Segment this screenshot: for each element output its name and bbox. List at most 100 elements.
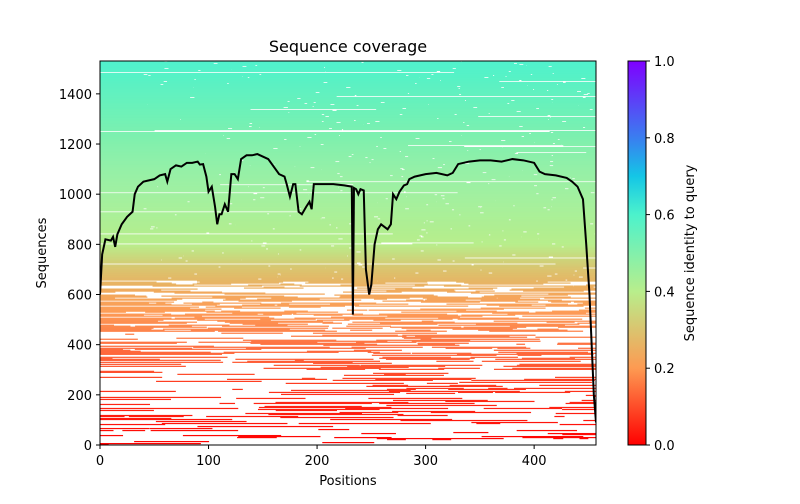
heatmap-segment xyxy=(406,388,463,389)
heatmap-segment xyxy=(471,422,558,423)
heatmap-segment xyxy=(406,300,423,301)
heatmap-segment xyxy=(100,302,174,303)
heatmap-segment xyxy=(556,413,596,414)
heatmap-segment xyxy=(100,424,165,425)
heatmap-segment xyxy=(548,433,596,434)
heatmap-segment xyxy=(269,392,400,393)
colorbar-tick-label: 0.2 xyxy=(654,362,675,377)
heatmap-segment xyxy=(100,399,171,400)
y-tick-label: 1400 xyxy=(59,88,92,103)
heatmap-segment xyxy=(151,430,238,431)
heatmap-segment xyxy=(450,385,497,386)
colorbar-tick-label: 0.8 xyxy=(654,132,675,147)
y-axis-label: Sequences xyxy=(35,217,50,288)
colorbar-axis: 0.00.20.40.60.81.0 xyxy=(646,55,675,454)
chart-title: Sequence coverage xyxy=(269,37,427,56)
heatmap-segment xyxy=(446,304,568,305)
heatmap-segment xyxy=(512,368,596,369)
heatmap-segment xyxy=(516,344,525,345)
heatmap-segment xyxy=(453,432,488,433)
heatmap-segment xyxy=(554,416,564,417)
heatmap-segment xyxy=(150,428,213,429)
heatmap-segment xyxy=(583,420,596,421)
heatmap-segment xyxy=(284,311,308,312)
heatmap-segment xyxy=(586,284,596,285)
heatmap-segment xyxy=(427,383,458,384)
heatmap-segment xyxy=(432,347,526,348)
heatmap-segment xyxy=(221,311,240,312)
heatmap-segment xyxy=(570,402,596,403)
heatmap-segment xyxy=(562,409,596,410)
heatmap-segment xyxy=(330,419,452,420)
heatmap-segment xyxy=(100,348,192,349)
heatmap-segment xyxy=(100,281,157,282)
heatmap-segment xyxy=(161,296,284,297)
heatmap-segment xyxy=(322,442,374,443)
heatmap-segment xyxy=(352,322,454,323)
heatmap-segment xyxy=(122,430,145,431)
heatmap-segment xyxy=(221,333,282,334)
heatmap-segment xyxy=(100,346,214,347)
heatmap-segment xyxy=(494,350,596,351)
heatmap-segment xyxy=(482,361,581,362)
heatmap-segment xyxy=(177,374,254,375)
heatmap-segment xyxy=(274,365,360,366)
heatmap-segment xyxy=(183,303,261,304)
heatmap-segment xyxy=(422,321,434,322)
heatmap-segment xyxy=(100,377,162,378)
heatmap-segment xyxy=(100,415,192,416)
heatmap-segment xyxy=(373,385,409,386)
heatmap-segment xyxy=(350,330,372,331)
heatmap-segment xyxy=(438,368,480,369)
heatmap-segment xyxy=(539,385,596,386)
heatmap-segment xyxy=(461,315,515,316)
heatmap-segment xyxy=(100,366,186,367)
x-axis-label: Positions xyxy=(319,474,377,489)
heatmap-segment xyxy=(125,334,134,335)
heatmap-segment xyxy=(421,339,540,340)
heatmap-segment xyxy=(482,436,584,437)
heatmap-segment xyxy=(488,388,507,389)
heatmap-segment xyxy=(560,424,596,425)
heatmap-segment xyxy=(382,357,450,358)
heatmap-segment xyxy=(100,418,171,419)
heatmap-segment xyxy=(100,391,176,392)
heatmap-segment xyxy=(100,339,138,340)
heatmap-segment xyxy=(459,382,592,383)
heatmap-segment xyxy=(334,437,391,438)
heatmap-segment xyxy=(100,357,228,358)
colorbar-label: Sequence identity to query xyxy=(683,164,698,341)
heatmap-segment xyxy=(436,361,473,362)
heatmap-segment xyxy=(100,132,551,133)
heatmap-segment xyxy=(444,285,574,286)
heatmap-segment xyxy=(398,415,448,416)
heatmap-segment xyxy=(392,411,475,412)
heatmap-segment xyxy=(197,320,271,321)
heatmap-segment xyxy=(514,388,596,389)
heatmap-segment xyxy=(100,371,154,372)
heatmap-segment xyxy=(313,333,437,334)
coverage-heatmap xyxy=(100,61,596,445)
heatmap-segment xyxy=(169,325,230,326)
heatmap-segment xyxy=(386,405,496,406)
heatmap-segment xyxy=(197,426,333,427)
heatmap-segment xyxy=(100,325,114,326)
heatmap-segment xyxy=(390,327,461,328)
heatmap-segment xyxy=(280,283,294,284)
heatmap-segment xyxy=(362,264,471,265)
heatmap-segment xyxy=(498,352,588,353)
x-tick-label: 300 xyxy=(413,454,438,469)
heatmap-segment xyxy=(232,389,243,390)
heatmap-segment xyxy=(402,335,535,336)
heatmap-segment xyxy=(469,287,498,288)
heatmap-segment xyxy=(476,290,495,291)
heatmap-segment xyxy=(134,441,209,442)
x-tick-label: 0 xyxy=(96,454,104,469)
x-tick-label: 200 xyxy=(305,454,330,469)
heatmap-segment xyxy=(275,402,408,403)
heatmap-segment xyxy=(264,286,285,287)
heatmap-segment xyxy=(578,348,596,349)
heatmap-segment xyxy=(100,314,171,315)
heatmap-segment xyxy=(494,321,596,322)
